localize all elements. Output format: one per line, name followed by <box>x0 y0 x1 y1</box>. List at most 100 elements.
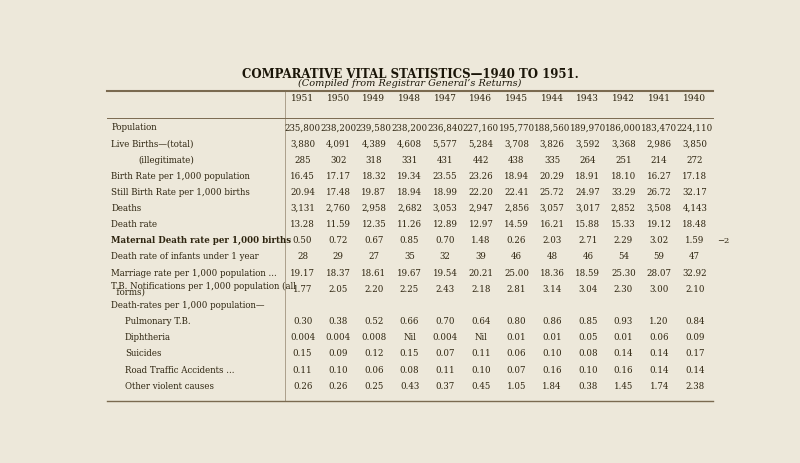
Text: Death rate of infants under 1 year: Death rate of infants under 1 year <box>111 252 259 262</box>
Text: 0.80: 0.80 <box>506 317 526 326</box>
Text: 3,368: 3,368 <box>611 139 636 148</box>
Text: Deaths: Deaths <box>111 204 142 213</box>
Text: 335: 335 <box>544 156 560 164</box>
Text: 1948: 1948 <box>398 94 421 103</box>
Text: 3,508: 3,508 <box>646 204 671 213</box>
Text: 18.99: 18.99 <box>433 188 458 197</box>
Text: 0.38: 0.38 <box>329 317 348 326</box>
Text: 186,000: 186,000 <box>605 123 642 132</box>
Text: 18.32: 18.32 <box>362 172 386 181</box>
Text: 20.94: 20.94 <box>290 188 315 197</box>
Text: 3,592: 3,592 <box>575 139 600 148</box>
Text: forms): forms) <box>111 288 145 297</box>
Text: 33.29: 33.29 <box>611 188 636 197</box>
Text: 1.45: 1.45 <box>614 382 633 391</box>
Text: Diphtheria: Diphtheria <box>125 333 171 342</box>
Text: 0.38: 0.38 <box>578 382 598 391</box>
Text: Road Traffic Accidents ...: Road Traffic Accidents ... <box>125 366 234 375</box>
Text: Live Births—(total): Live Births—(total) <box>111 139 194 148</box>
Text: 0.86: 0.86 <box>542 317 562 326</box>
Text: 2,947: 2,947 <box>468 204 494 213</box>
Text: 1940: 1940 <box>683 94 706 103</box>
Text: 0.09: 0.09 <box>685 333 705 342</box>
Text: 1.48: 1.48 <box>471 236 490 245</box>
Text: 1.20: 1.20 <box>650 317 669 326</box>
Text: 236,840: 236,840 <box>427 123 463 132</box>
Text: 431: 431 <box>437 156 454 164</box>
Text: 0.72: 0.72 <box>329 236 348 245</box>
Text: 0.26: 0.26 <box>506 236 526 245</box>
Text: 3,826: 3,826 <box>540 139 565 148</box>
Text: 235,800: 235,800 <box>285 123 321 132</box>
Text: 18.94: 18.94 <box>504 172 529 181</box>
Text: 438: 438 <box>508 156 525 164</box>
Text: 183,470: 183,470 <box>641 123 677 132</box>
Text: 1947: 1947 <box>434 94 457 103</box>
Text: Still Birth Rate per 1,000 births: Still Birth Rate per 1,000 births <box>111 188 250 197</box>
Text: 18.36: 18.36 <box>540 269 565 278</box>
Text: 0.84: 0.84 <box>685 317 705 326</box>
Text: 17.17: 17.17 <box>326 172 350 181</box>
Text: 14.59: 14.59 <box>504 220 529 229</box>
Text: Population: Population <box>111 123 157 132</box>
Text: 251: 251 <box>615 156 632 164</box>
Text: 0.10: 0.10 <box>329 366 348 375</box>
Text: 0.50: 0.50 <box>293 236 312 245</box>
Text: 35: 35 <box>404 252 415 262</box>
Text: 2.10: 2.10 <box>685 285 705 294</box>
Text: 0.64: 0.64 <box>471 317 490 326</box>
Text: 1943: 1943 <box>576 94 599 103</box>
Text: 18.59: 18.59 <box>575 269 600 278</box>
Text: 26.72: 26.72 <box>646 188 671 197</box>
Text: 25.72: 25.72 <box>540 188 565 197</box>
Text: 4,389: 4,389 <box>362 139 386 148</box>
Text: 23.26: 23.26 <box>469 172 493 181</box>
Text: 0.37: 0.37 <box>435 382 455 391</box>
Text: 0.11: 0.11 <box>471 350 490 358</box>
Text: 2.38: 2.38 <box>685 382 704 391</box>
Text: Death-rates per 1,000 population—: Death-rates per 1,000 population— <box>111 301 265 310</box>
Text: 23.55: 23.55 <box>433 172 458 181</box>
Text: 0.004: 0.004 <box>326 333 350 342</box>
Text: 39: 39 <box>475 252 486 262</box>
Text: 2,986: 2,986 <box>646 139 671 148</box>
Text: Suicides: Suicides <box>125 350 162 358</box>
Text: 18.61: 18.61 <box>362 269 386 278</box>
Text: 2,856: 2,856 <box>504 204 529 213</box>
Text: (illegitimate): (illegitimate) <box>138 156 194 164</box>
Text: 1.77: 1.77 <box>293 285 312 294</box>
Text: 20.21: 20.21 <box>468 269 494 278</box>
Text: 11.26: 11.26 <box>397 220 422 229</box>
Text: 19.17: 19.17 <box>290 269 315 278</box>
Text: 2.25: 2.25 <box>400 285 419 294</box>
Text: 189,970: 189,970 <box>570 123 606 132</box>
Text: 32.17: 32.17 <box>682 188 707 197</box>
Text: 11.59: 11.59 <box>326 220 350 229</box>
Text: 3,708: 3,708 <box>504 139 529 148</box>
Text: 0.008: 0.008 <box>362 333 386 342</box>
Text: 0.11: 0.11 <box>435 366 455 375</box>
Text: Other violent causes: Other violent causes <box>125 382 214 391</box>
Text: 0.10: 0.10 <box>578 366 598 375</box>
Text: Nil: Nil <box>403 333 416 342</box>
Text: 28: 28 <box>297 252 308 262</box>
Text: 3,057: 3,057 <box>540 204 565 213</box>
Text: 46: 46 <box>511 252 522 262</box>
Text: 25.00: 25.00 <box>504 269 529 278</box>
Text: 1.05: 1.05 <box>506 382 526 391</box>
Text: 1946: 1946 <box>470 94 492 103</box>
Text: 0.06: 0.06 <box>506 350 526 358</box>
Text: 0.15: 0.15 <box>293 350 312 358</box>
Text: 0.004: 0.004 <box>290 333 315 342</box>
Text: 0.70: 0.70 <box>435 236 455 245</box>
Text: 1951: 1951 <box>291 94 314 103</box>
Text: 0.01: 0.01 <box>542 333 562 342</box>
Text: 1950: 1950 <box>326 94 350 103</box>
Text: 0.45: 0.45 <box>471 382 490 391</box>
Text: 0.67: 0.67 <box>364 236 383 245</box>
Text: 48: 48 <box>546 252 558 262</box>
Text: 2.03: 2.03 <box>542 236 562 245</box>
Text: Nil: Nil <box>474 333 487 342</box>
Text: 224,110: 224,110 <box>677 123 713 132</box>
Text: T.B. Notifications per 1,000 population (all: T.B. Notifications per 1,000 population … <box>111 282 296 291</box>
